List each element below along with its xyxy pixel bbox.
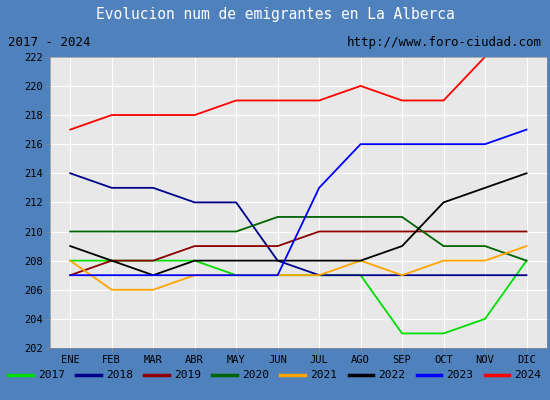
Text: http://www.foro-ciudad.com: http://www.foro-ciudad.com xyxy=(347,36,542,49)
Text: 2019: 2019 xyxy=(174,370,201,380)
Text: 2017 - 2024: 2017 - 2024 xyxy=(8,36,91,49)
Text: 2018: 2018 xyxy=(106,370,133,380)
Text: 2021: 2021 xyxy=(310,370,337,380)
Text: 2023: 2023 xyxy=(447,370,474,380)
Text: 2017: 2017 xyxy=(38,370,65,380)
Text: 2020: 2020 xyxy=(243,370,270,380)
Text: 2022: 2022 xyxy=(378,370,405,380)
Text: 2024: 2024 xyxy=(515,370,542,380)
Text: Evolucion num de emigrantes en La Alberca: Evolucion num de emigrantes en La Alberc… xyxy=(96,8,454,22)
